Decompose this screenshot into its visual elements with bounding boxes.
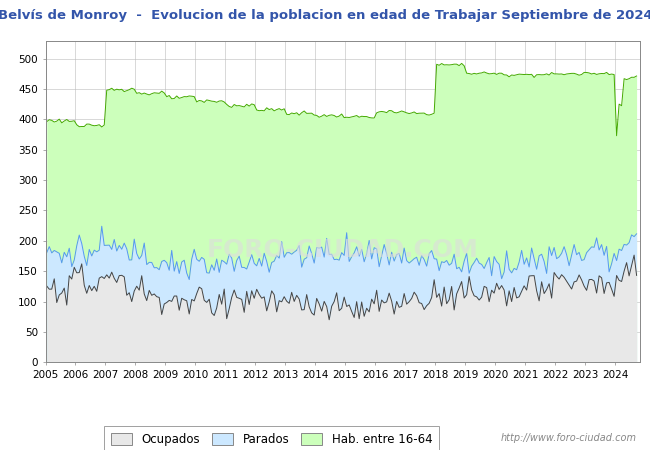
Legend: Ocupados, Parados, Hab. entre 16-64: Ocupados, Parados, Hab. entre 16-64 bbox=[103, 426, 439, 450]
Text: http://www.foro-ciudad.com: http://www.foro-ciudad.com bbox=[501, 433, 637, 443]
Text: FORO-CIUDAD.COM: FORO-CIUDAD.COM bbox=[207, 238, 479, 261]
Text: Belvís de Monroy  -  Evolucion de la poblacion en edad de Trabajar Septiembre de: Belvís de Monroy - Evolucion de la pobla… bbox=[0, 9, 650, 22]
